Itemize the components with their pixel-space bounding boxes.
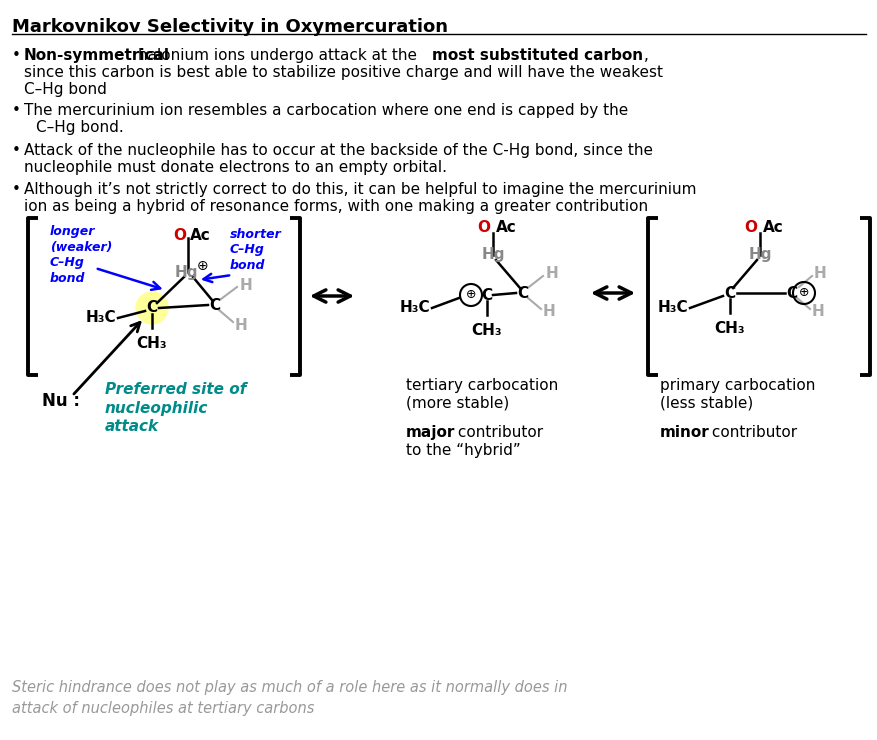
- Text: Steric hindrance does not play as much of a role here as it normally does in
att: Steric hindrance does not play as much o…: [12, 680, 567, 716]
- Text: Although it’s not strictly correct to do this, it can be helpful to imagine the : Although it’s not strictly correct to do…: [24, 182, 695, 197]
- Text: H: H: [542, 303, 555, 318]
- Text: C: C: [146, 300, 157, 315]
- Text: H₃C: H₃C: [657, 300, 688, 315]
- Text: H₃C: H₃C: [85, 311, 116, 326]
- Text: ion as being a hybrid of resonance forms, with one making a greater contribution: ion as being a hybrid of resonance forms…: [24, 199, 647, 214]
- Text: •: •: [12, 182, 21, 197]
- Text: H: H: [813, 266, 826, 281]
- Text: H: H: [811, 303, 824, 318]
- Text: C: C: [517, 286, 528, 300]
- Text: tertiary carbocation: tertiary carbocation: [405, 378, 558, 393]
- Text: H: H: [239, 278, 253, 292]
- Text: most substituted carbon: most substituted carbon: [431, 48, 642, 63]
- Text: •: •: [12, 143, 21, 158]
- Text: O: O: [476, 220, 489, 235]
- Text: nucleophile must donate electrons to an empty orbital.: nucleophile must donate electrons to an …: [24, 160, 446, 175]
- Text: since this carbon is best able to stabilize positive charge and will have the we: since this carbon is best able to stabil…: [24, 65, 662, 80]
- Text: (less stable): (less stable): [660, 395, 752, 410]
- Text: ,: ,: [643, 48, 648, 63]
- Text: C: C: [724, 286, 735, 300]
- Text: Hg: Hg: [174, 264, 197, 280]
- Text: C: C: [481, 288, 492, 303]
- Text: Markovnikov Selectivity in Oxymercuration: Markovnikov Selectivity in Oxymercuratio…: [12, 18, 447, 36]
- Text: Non-symmetrical: Non-symmetrical: [24, 48, 170, 63]
- Text: shorter
C–Hg
bond: shorter C–Hg bond: [230, 228, 282, 272]
- Text: (more stable): (more stable): [405, 395, 509, 410]
- Text: primary carbocation: primary carbocation: [660, 378, 815, 393]
- Text: ⊕: ⊕: [197, 259, 209, 273]
- Text: Hg: Hg: [481, 247, 504, 263]
- Text: O: O: [173, 227, 186, 243]
- Text: Ac: Ac: [496, 220, 517, 235]
- Text: contributor: contributor: [453, 425, 543, 440]
- Text: H: H: [235, 317, 247, 332]
- Text: ⊕: ⊕: [798, 286, 809, 300]
- Text: C: C: [210, 297, 220, 312]
- Text: Ac: Ac: [762, 220, 783, 235]
- Text: Preferred site of
nucleophilic
attack: Preferred site of nucleophilic attack: [105, 382, 246, 434]
- Text: major: major: [405, 425, 455, 440]
- Text: CH₃: CH₃: [471, 323, 502, 338]
- Text: Nu :: Nu :: [42, 392, 80, 410]
- Text: C–Hg bond: C–Hg bond: [24, 82, 107, 97]
- Text: longer
(weaker)
C–Hg
bond: longer (weaker) C–Hg bond: [50, 225, 112, 284]
- Text: minor: minor: [660, 425, 709, 440]
- Circle shape: [136, 292, 168, 324]
- Text: ⊕: ⊕: [465, 289, 475, 301]
- Text: The mercurinium ion resembles a carbocation where one end is capped by the: The mercurinium ion resembles a carbocat…: [24, 103, 628, 118]
- Text: CH₃: CH₃: [137, 336, 168, 351]
- Text: •: •: [12, 48, 21, 63]
- Text: Ac: Ac: [189, 227, 210, 243]
- Text: Hg: Hg: [747, 247, 771, 263]
- Text: O: O: [743, 220, 756, 235]
- Text: C–Hg bond.: C–Hg bond.: [36, 120, 124, 135]
- Text: H: H: [545, 266, 558, 281]
- Text: halonium ions undergo attack at the: halonium ions undergo attack at the: [138, 48, 417, 63]
- Text: •: •: [12, 103, 21, 118]
- Text: C: C: [786, 286, 796, 300]
- Text: CH₃: CH₃: [714, 321, 745, 336]
- Text: H₃C: H₃C: [399, 300, 430, 315]
- Text: to the “hybrid”: to the “hybrid”: [405, 443, 520, 458]
- Text: contributor: contributor: [706, 425, 796, 440]
- Text: Attack of the nucleophile has to occur at the backside of the C-Hg bond, since t: Attack of the nucleophile has to occur a…: [24, 143, 652, 158]
